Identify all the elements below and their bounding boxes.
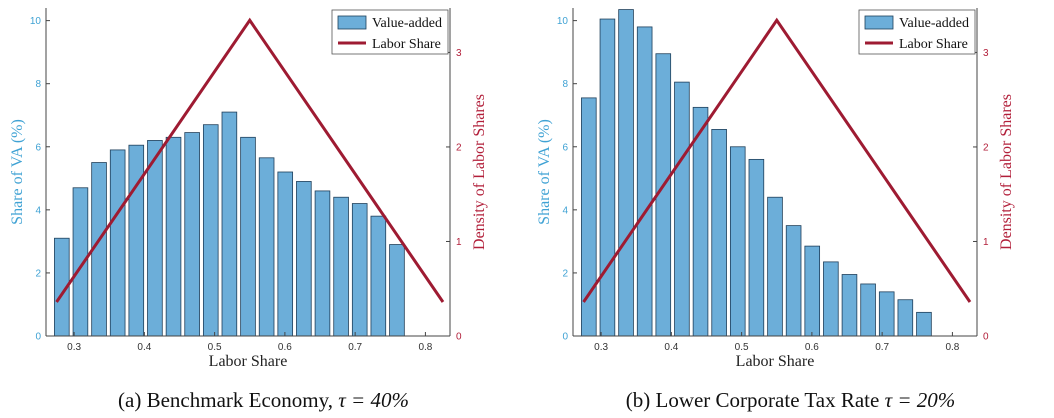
y-right-tick-label-2: 2 (456, 142, 462, 153)
x-tick-label-1: 0.4 (664, 342, 678, 353)
bar-6 (165, 136, 182, 337)
legend-swatch-bar (337, 15, 367, 30)
x-tick-label-4: 0.7 (875, 342, 889, 353)
bar-15 (333, 196, 349, 337)
chart-b-svg: 0.3 0.4 0.5 0.6 0.7 0.8 0 2 4 6 8 10 0 1 2 3 Labor Share… (536, 8, 1015, 370)
bar-15 (860, 283, 876, 337)
x-tick-label-5: 0.8 (418, 342, 432, 353)
bar-11 (785, 225, 802, 337)
y-tick-label-2: 4 (35, 205, 41, 216)
x-tick-label-5: 0.8 (945, 342, 959, 353)
caption-b: (b) Lower Corporate Tax Rate τ = 20% (527, 388, 1054, 413)
bar-11 (258, 157, 275, 337)
y-tick-label-0: 0 (35, 332, 41, 343)
caption-b-math: τ = 20% (884, 388, 956, 412)
bar-14 (314, 190, 331, 337)
bar-17 (897, 299, 914, 337)
y-tick-label-4: 8 (35, 79, 41, 90)
bar-13 (823, 261, 839, 337)
y-axis-label: Share of VA (%) (9, 119, 26, 225)
bar-17 (370, 215, 387, 337)
caption-a-text: (a) Benchmark Economy, (118, 388, 339, 412)
legend-label-0: Value-added (372, 16, 442, 31)
y-tick-label-1: 2 (562, 268, 568, 279)
y-right-tick-label-0: 0 (456, 332, 462, 343)
y-tick-label-3: 6 (35, 142, 41, 153)
bar-3 (109, 149, 126, 337)
bar-16 (351, 203, 368, 337)
legend-label-1: Labor Share (372, 37, 441, 52)
y-right-axis-label: Density of Labor Shares (471, 94, 488, 250)
y-right-tick-label-1: 1 (456, 237, 462, 248)
y-tick-label-2: 4 (562, 205, 568, 216)
bar-10 (240, 136, 256, 337)
x-axis-label: Labor Share (209, 353, 288, 370)
bar-7 (184, 132, 200, 337)
legend-swatch-bar (864, 15, 894, 30)
labor-share-line (55, 17, 445, 303)
x-tick-label-4: 0.7 (348, 342, 362, 353)
x-tick-label-0: 0.3 (594, 342, 608, 353)
bar-10 (767, 196, 783, 337)
x-axis-label: Labor Share (736, 353, 815, 370)
legend-label-1: Labor Share (899, 37, 968, 52)
bar-6 (692, 106, 709, 337)
bar-3 (636, 26, 653, 337)
bar-7 (711, 129, 727, 337)
bar-9 (221, 111, 238, 337)
bar-5 (147, 140, 163, 337)
x-tick-label-3: 0.6 (805, 342, 819, 353)
x-tick-label-1: 0.4 (137, 342, 151, 353)
y-tick-label-3: 6 (562, 142, 568, 153)
bar-2 (618, 9, 634, 337)
bar-8 (729, 146, 746, 337)
bar-4 (128, 144, 145, 337)
y-axis-label: Share of VA (%) (536, 119, 553, 225)
bar-8 (202, 124, 219, 337)
labor-share-line (582, 17, 972, 303)
y-tick-label-4: 8 (562, 79, 568, 90)
x-tick-label-0: 0.3 (67, 342, 81, 353)
y-right-tick-label-0: 0 (983, 332, 989, 343)
y-right-tick-label-3: 3 (456, 48, 462, 59)
bar-16 (878, 291, 895, 337)
caption-a-math: τ = 40% (338, 388, 409, 412)
caption-b-text: (b) Lower Corporate Tax Rate (625, 388, 885, 412)
y-right-tick-label-3: 3 (983, 48, 989, 59)
bar-9 (748, 158, 765, 337)
x-tick-label-2: 0.5 (208, 342, 222, 353)
chart-panel-b: 0.3 0.4 0.5 0.6 0.7 0.8 0 2 4 6 8 10 0 1 2 3 Labor Share… (527, 0, 1054, 418)
y-tick-label-0: 0 (562, 332, 568, 343)
y-right-tick-label-1: 1 (983, 237, 989, 248)
y-tick-label-1: 2 (35, 268, 41, 279)
bar-12 (804, 245, 821, 337)
bar-18 (389, 244, 405, 337)
chart-panel-a: 0.3 0.4 0.5 0.6 0.7 0.8 0 2 4 6 8 10 0 1 2 3 Labor Share… (0, 8, 527, 413)
y-right-axis-label: Density of Labor Shares (998, 94, 1015, 250)
y-tick-label-5: 10 (557, 16, 569, 27)
y-right-tick-label-2: 2 (983, 142, 989, 153)
bar-18 (916, 311, 932, 337)
legend-label-0: Value-added (899, 16, 969, 31)
bar-12 (277, 171, 294, 337)
bar-5 (674, 81, 690, 337)
bar-13 (296, 181, 312, 337)
y-tick-label-5: 10 (30, 16, 42, 27)
caption-a: (a) Benchmark Economy, τ = 40% (0, 388, 527, 413)
bar-1 (599, 18, 616, 337)
bar-14 (841, 274, 858, 337)
chart-a-svg: 0.3 0.4 0.5 0.6 0.7 0.8 0 2 4 6 8 10 0 1 2 3 Labor Share… (9, 8, 488, 370)
x-tick-label-3: 0.6 (278, 342, 292, 353)
x-tick-label-2: 0.5 (735, 342, 749, 353)
